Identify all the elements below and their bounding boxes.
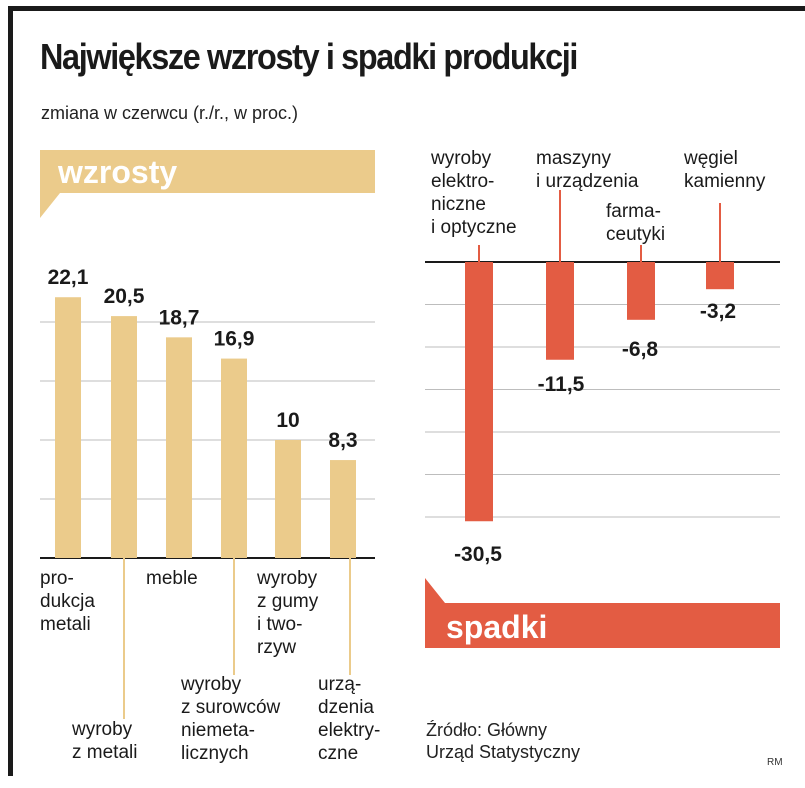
category-label-decrease: maszyny xyxy=(536,148,611,169)
value-label-decrease: -11,5 xyxy=(538,373,585,396)
banner-label-increases: wzrosty xyxy=(57,154,177,190)
category-label-increase: z surowców xyxy=(181,697,281,718)
category-label-increase: i two- xyxy=(257,614,302,635)
category-label-increase: czne xyxy=(318,743,358,764)
value-label-increase: 20,5 xyxy=(104,285,145,308)
frame-left-border xyxy=(8,6,13,776)
category-label-decrease: farma- xyxy=(606,201,661,222)
category-label-increase: urzą- xyxy=(318,674,361,695)
page-title: Największe wzrosty i spadki produkcji xyxy=(40,36,578,77)
value-label-increase: 8,3 xyxy=(328,429,357,452)
category-label-increase: z gumy xyxy=(257,591,319,612)
bar-increase xyxy=(275,440,301,558)
category-label-increase: niemeta- xyxy=(181,720,255,741)
banner-decreases xyxy=(425,578,780,648)
category-label-increase: meble xyxy=(146,568,198,589)
bar-increase xyxy=(111,316,137,558)
frame-top-border xyxy=(8,6,805,11)
category-label-increase: wyroby xyxy=(71,719,133,740)
category-label-increase: wyroby xyxy=(180,674,242,695)
bar-decrease xyxy=(627,262,655,320)
author-credit: RM xyxy=(767,757,783,768)
source-line-1: Źródło: Główny xyxy=(426,720,548,740)
source-note: Źródło: Główny Urząd Statystyczny xyxy=(426,719,580,763)
category-label-increase: elektry- xyxy=(318,720,380,741)
value-label-increase: 22,1 xyxy=(48,266,89,289)
source-line-2: Urząd Statystyczny xyxy=(426,742,581,762)
value-label-increase: 18,7 xyxy=(159,306,200,329)
category-label-decrease: węgiel xyxy=(683,148,738,169)
category-label-increase: metali xyxy=(40,614,91,635)
category-label-decrease: kamienny xyxy=(684,171,766,192)
category-label-decrease: i optyczne xyxy=(431,217,517,238)
value-label-increase: 10 xyxy=(276,409,299,432)
bar-increase xyxy=(221,358,247,558)
value-label-increase: 16,9 xyxy=(214,328,255,351)
category-label-increase: dzenia xyxy=(318,697,374,718)
category-label-decrease: wyroby xyxy=(430,148,492,169)
bar-decrease xyxy=(465,262,493,522)
banner-label-decreases: spadki xyxy=(446,609,547,645)
value-label-decrease: -3,2 xyxy=(700,300,736,323)
category-label-increase: dukcja xyxy=(40,591,95,612)
bar-decrease xyxy=(706,262,734,290)
category-label-decrease: elektro- xyxy=(431,171,494,192)
category-label-increase: wyroby xyxy=(256,568,318,589)
category-label-decrease: ceutyki xyxy=(606,224,665,245)
page-subtitle: zmiana w czerwcu (r./r., w proc.) xyxy=(41,103,299,123)
bar-decrease xyxy=(546,262,574,360)
bar-increase xyxy=(330,460,356,558)
category-label-increase: pro- xyxy=(40,568,74,589)
bar-increase xyxy=(55,297,81,558)
category-label-decrease: i urządzenia xyxy=(536,171,639,192)
category-label-decrease: niczne xyxy=(431,194,486,215)
value-label-decrease: -30,5 xyxy=(454,543,502,566)
category-label-increase: licznych xyxy=(181,743,249,764)
value-label-decrease: -6,8 xyxy=(622,338,659,361)
banner-increases xyxy=(40,150,375,218)
category-label-increase: z metali xyxy=(72,742,137,763)
bar-increase xyxy=(166,337,192,558)
category-label-increase: rzyw xyxy=(257,637,296,658)
